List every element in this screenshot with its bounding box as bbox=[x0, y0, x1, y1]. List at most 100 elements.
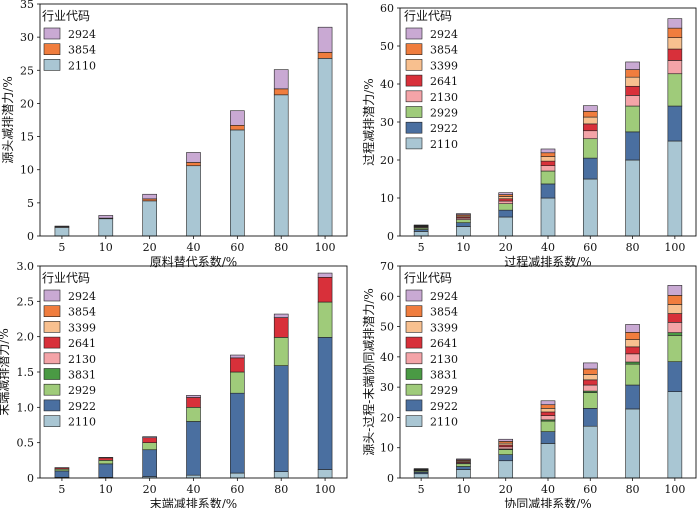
bar-80-2929 bbox=[626, 106, 640, 132]
x-tick-label: 60 bbox=[583, 483, 597, 496]
bar-20-2929 bbox=[143, 443, 157, 450]
legend-label-3854: 3854 bbox=[430, 306, 458, 319]
bar-100-2110 bbox=[318, 470, 332, 478]
bar-100-2641 bbox=[318, 277, 332, 302]
bar-5-2110 bbox=[414, 474, 428, 478]
legend-label-2110: 2110 bbox=[68, 416, 96, 429]
y-tick-label: 2.0 bbox=[17, 331, 35, 344]
bar-10-2924 bbox=[456, 214, 470, 215]
bar-80-3854 bbox=[626, 332, 640, 339]
bar-40-2922 bbox=[187, 421, 201, 475]
bar-10-2641 bbox=[99, 458, 113, 460]
legend-label-2641: 2641 bbox=[430, 337, 458, 350]
legend-swatch-2922 bbox=[406, 400, 422, 411]
bar-100-2110 bbox=[668, 141, 682, 236]
bar-100-3399 bbox=[668, 304, 682, 313]
x-axis-label: 末端减排系数/% bbox=[150, 496, 237, 508]
legend-swatch-2130 bbox=[44, 353, 60, 364]
bar-60-2130 bbox=[583, 131, 597, 139]
legend-swatch-2110 bbox=[44, 416, 60, 427]
x-tick-label: 40 bbox=[187, 483, 201, 496]
y-tick-label: 50 bbox=[380, 321, 394, 334]
legend-title: 行业代码 bbox=[42, 271, 90, 285]
bar-100-2929 bbox=[318, 302, 332, 337]
bar-10-2924 bbox=[99, 215, 113, 218]
legend-label-3399: 3399 bbox=[68, 321, 96, 334]
bar-100-3854 bbox=[668, 28, 682, 38]
x-tick-label: 100 bbox=[664, 241, 685, 254]
legend-label-2641: 2641 bbox=[430, 75, 458, 88]
bar-60-2924 bbox=[230, 111, 244, 126]
x-axis-label: 协同减排系数/% bbox=[504, 496, 591, 508]
legend-label-3854: 3854 bbox=[68, 44, 96, 57]
y-axis-label: 过程减排潜力/% bbox=[361, 78, 376, 165]
bar-20-2924 bbox=[499, 193, 513, 195]
bar-40-2110 bbox=[541, 443, 555, 478]
bar-80-2929 bbox=[626, 364, 640, 385]
y-tick-label: 60 bbox=[380, 2, 394, 15]
legend-label-2924: 2924 bbox=[430, 290, 458, 303]
x-tick-label: 20 bbox=[143, 241, 157, 254]
legend-swatch-2924 bbox=[44, 290, 60, 301]
bar-80-3854 bbox=[626, 70, 640, 78]
bar-80-2641 bbox=[626, 347, 640, 354]
legend-swatch-2110 bbox=[44, 59, 60, 70]
legend-swatch-3399 bbox=[44, 321, 60, 332]
bar-100-2922 bbox=[668, 362, 682, 392]
legend-swatch-2641 bbox=[44, 337, 60, 348]
legend-label-2110: 2110 bbox=[430, 416, 458, 429]
y-axis-label: 源头-过程-末端协同减排潜力/% bbox=[361, 288, 376, 456]
bar-80-2110 bbox=[626, 160, 640, 236]
bar-100-2929 bbox=[668, 74, 682, 106]
legend-label-3399: 3399 bbox=[430, 321, 458, 334]
legend-swatch-2922 bbox=[44, 400, 60, 411]
legend-label-2130: 2130 bbox=[68, 353, 96, 366]
x-tick-label: 60 bbox=[230, 241, 244, 254]
bar-10-2924 bbox=[456, 459, 470, 460]
bar-60-3399 bbox=[583, 374, 597, 379]
bar-40-2922 bbox=[541, 432, 555, 444]
y-tick-label: 60 bbox=[380, 290, 394, 303]
bar-40-2929 bbox=[541, 421, 555, 432]
legend-label-2929: 2929 bbox=[430, 384, 458, 397]
legend-swatch-2130 bbox=[406, 91, 422, 102]
bar-20-3399 bbox=[499, 196, 513, 198]
y-tick-label: 50 bbox=[380, 40, 394, 53]
bar-80-2924 bbox=[274, 314, 288, 318]
x-tick-label: 100 bbox=[315, 483, 336, 496]
bar-100-2929 bbox=[668, 335, 682, 361]
bar-40-2924 bbox=[541, 401, 555, 405]
bar-10-2922 bbox=[456, 223, 470, 227]
bar-40-3854 bbox=[187, 162, 201, 165]
legend-swatch-3854 bbox=[406, 44, 422, 55]
bar-20-2922 bbox=[499, 210, 513, 217]
legend-label-3831: 3831 bbox=[68, 369, 96, 382]
y-tick-label: 10 bbox=[20, 164, 34, 177]
bar-60-2929 bbox=[583, 139, 597, 158]
y-tick-label: 15 bbox=[20, 131, 34, 144]
legend-swatch-3854 bbox=[406, 306, 422, 317]
bar-60-3399 bbox=[583, 117, 597, 124]
legend-title: 行业代码 bbox=[42, 9, 90, 23]
x-tick-label: 5 bbox=[58, 483, 65, 496]
legend-label-3854: 3854 bbox=[68, 306, 96, 319]
bar-60-3854 bbox=[583, 369, 597, 374]
y-tick-label: 0 bbox=[27, 472, 34, 485]
bar-100-3399 bbox=[668, 38, 682, 49]
bar-40-2110 bbox=[541, 198, 555, 236]
y-tick-label: 70 bbox=[380, 260, 394, 273]
x-tick-label: 40 bbox=[541, 483, 555, 496]
bar-40-2130 bbox=[541, 166, 555, 171]
bar-40-2929 bbox=[187, 407, 201, 421]
legend-label-2924: 2924 bbox=[68, 290, 96, 303]
bar-60-2130 bbox=[583, 385, 597, 391]
legend-swatch-2641 bbox=[406, 337, 422, 348]
bar-10-2110 bbox=[99, 219, 113, 236]
bar-40-2924 bbox=[187, 152, 201, 162]
bar-100-2924 bbox=[668, 19, 682, 29]
bar-100-2130 bbox=[668, 322, 682, 332]
bar-20-2110 bbox=[143, 201, 157, 236]
bar-60-2641 bbox=[583, 124, 597, 131]
bar-5-2110 bbox=[55, 227, 69, 236]
